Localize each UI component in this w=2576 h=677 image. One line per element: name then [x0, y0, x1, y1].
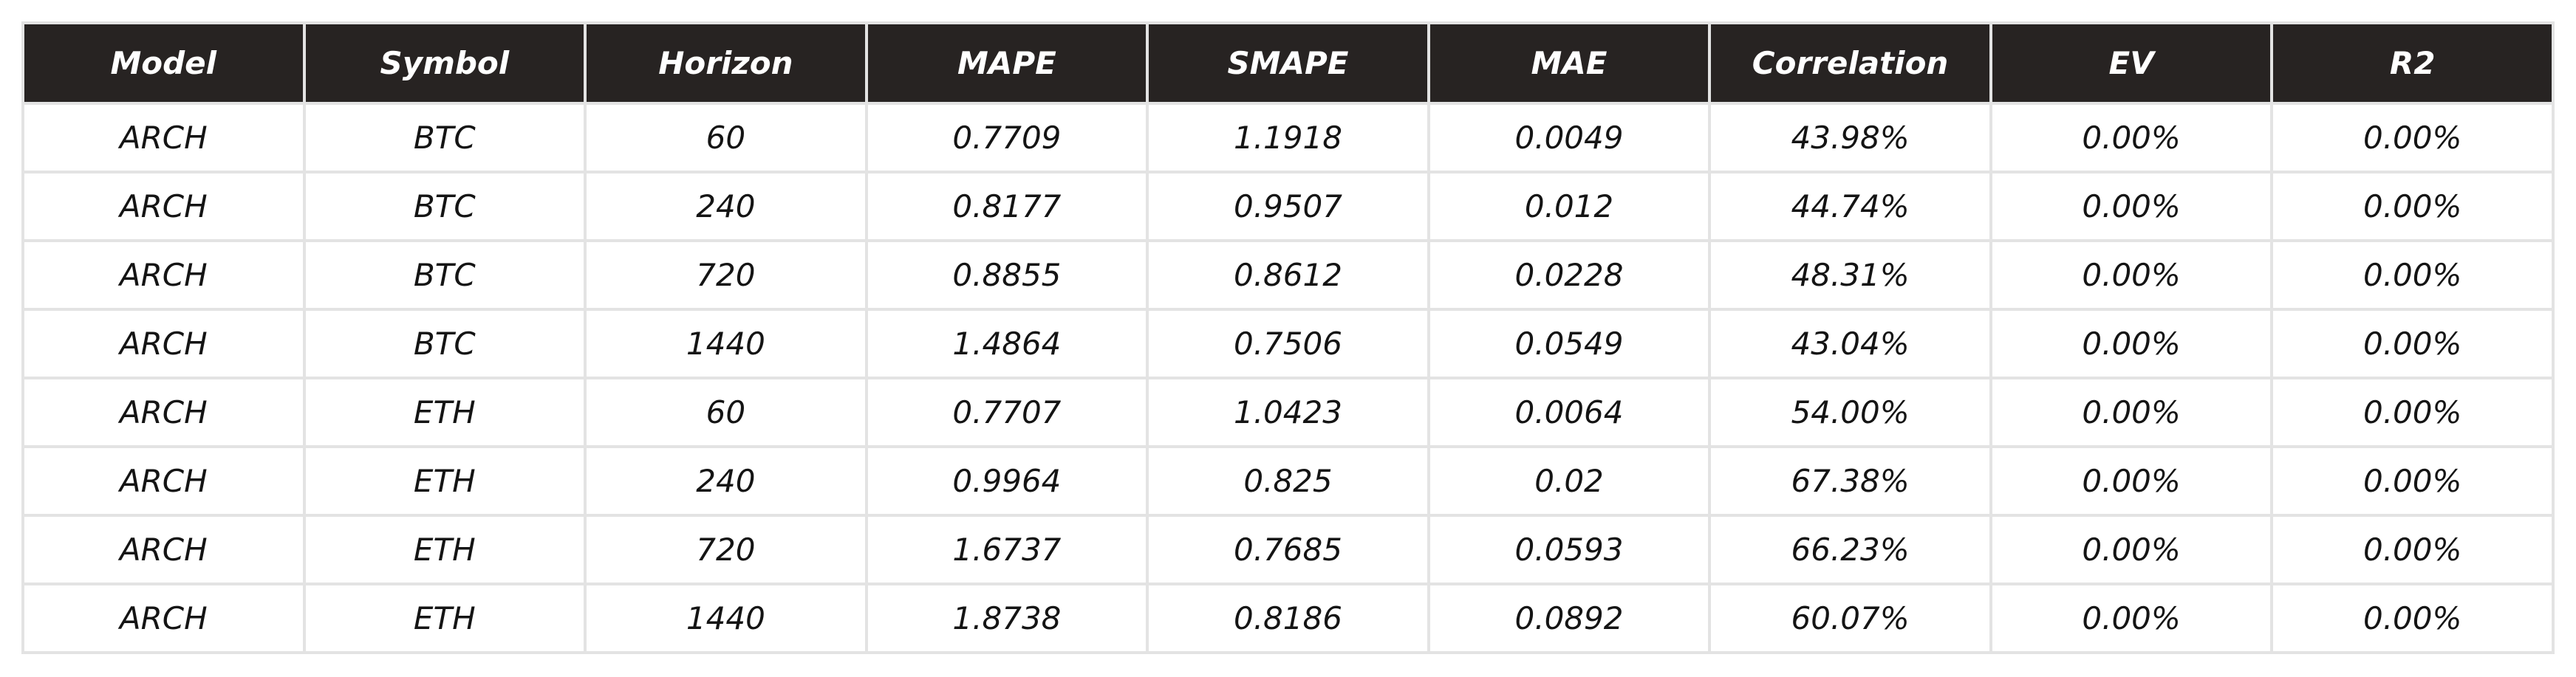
- table-cell-r2: 0.00%: [2270, 377, 2555, 448]
- table-cell-model: ARCH: [21, 377, 306, 448]
- column-header-correlation: Correlation: [1708, 21, 1992, 105]
- table-cell-horizon: 60: [584, 102, 868, 173]
- table-body: ARCH BTC 60 0.7709 1.1918 0.0049 43.98% 0.00% 0.…: [21, 102, 2555, 654]
- table-cell-correlation: 44.74%: [1708, 171, 1992, 242]
- table-cell-mape: 0.9964: [864, 445, 1149, 517]
- table-cell-horizon: 240: [584, 445, 868, 517]
- table-cell-symbol: BTC: [302, 239, 587, 311]
- table-cell-symbol: ETH: [302, 377, 587, 448]
- table-row: ARCH BTC 1440 1.4864 0.7506 0.0549 43.04% 0.00%…: [21, 308, 2555, 379]
- table-cell-correlation: 48.31%: [1708, 239, 1992, 311]
- table-cell-r2: 0.00%: [2270, 102, 2555, 173]
- column-header-mae: MAE: [1427, 21, 1712, 105]
- table-cell-smape: 0.7685: [1146, 514, 1430, 585]
- table-cell-mape: 1.8738: [864, 583, 1149, 654]
- table-cell-r2: 0.00%: [2270, 171, 2555, 242]
- table-cell-mae: 0.0228: [1427, 239, 1712, 311]
- table-cell-ev: 0.00%: [1989, 239, 2274, 311]
- table-cell-symbol: ETH: [302, 514, 587, 585]
- table-cell-symbol: BTC: [302, 171, 587, 242]
- table-cell-symbol: ETH: [302, 445, 587, 517]
- table-cell-mape: 0.7709: [864, 102, 1149, 173]
- table-row: ARCH BTC 720 0.8855 0.8612 0.0228 48.31% 0.00% 0…: [21, 239, 2555, 311]
- table-cell-smape: 0.7506: [1146, 308, 1430, 379]
- table-cell-mae: 0.0593: [1427, 514, 1712, 585]
- table-cell-symbol: BTC: [302, 102, 587, 173]
- table-cell-correlation: 67.38%: [1708, 445, 1992, 517]
- table-cell-ev: 0.00%: [1989, 102, 2274, 173]
- table-row: ARCH ETH 1440 1.8738 0.8186 0.0892 60.07% 0.00%…: [21, 583, 2555, 654]
- table-cell-mape: 0.8855: [864, 239, 1149, 311]
- table-cell-model: ARCH: [21, 308, 306, 379]
- column-header-symbol: Symbol: [302, 21, 587, 105]
- table-cell-correlation: 60.07%: [1708, 583, 1992, 654]
- table-cell-horizon: 1440: [584, 308, 868, 379]
- table-cell-mae: 0.0892: [1427, 583, 1712, 654]
- column-header-r2: R2: [2270, 21, 2555, 105]
- table-cell-model: ARCH: [21, 102, 306, 173]
- table-cell-smape: 0.8186: [1146, 583, 1430, 654]
- table-row: ARCH BTC 240 0.8177 0.9507 0.012 44.74% 0.00% 0.…: [21, 171, 2555, 242]
- table-cell-model: ARCH: [21, 171, 306, 242]
- table-cell-mae: 0.012: [1427, 171, 1712, 242]
- table-cell-r2: 0.00%: [2270, 514, 2555, 585]
- table-cell-smape: 1.1918: [1146, 102, 1430, 173]
- table-cell-mape: 0.8177: [864, 171, 1149, 242]
- table-cell-smape: 1.0423: [1146, 377, 1430, 448]
- column-header-horizon: Horizon: [584, 21, 868, 105]
- metrics-table-container: Model Symbol Horizon MAPE SMAPE MAE Correlatio…: [21, 21, 2555, 654]
- table-row: ARCH BTC 60 0.7709 1.1918 0.0049 43.98% 0.00% 0.…: [21, 102, 2555, 173]
- table-cell-r2: 0.00%: [2270, 308, 2555, 379]
- table-cell-ev: 0.00%: [1989, 308, 2274, 379]
- table-cell-model: ARCH: [21, 514, 306, 585]
- table-cell-horizon: 240: [584, 171, 868, 242]
- table-cell-r2: 0.00%: [2270, 239, 2555, 311]
- table-cell-correlation: 54.00%: [1708, 377, 1992, 448]
- table-cell-mape: 1.6737: [864, 514, 1149, 585]
- table-cell-mae: 0.0064: [1427, 377, 1712, 448]
- metrics-table: Model Symbol Horizon MAPE SMAPE MAE Correlatio…: [21, 21, 2555, 654]
- table-cell-smape: 0.825: [1146, 445, 1430, 517]
- table-cell-correlation: 43.04%: [1708, 308, 1992, 379]
- table-cell-r2: 0.00%: [2270, 445, 2555, 517]
- table-cell-mape: 0.7707: [864, 377, 1149, 448]
- table-cell-horizon: 720: [584, 239, 868, 311]
- table-cell-horizon: 720: [584, 514, 868, 585]
- table-cell-correlation: 66.23%: [1708, 514, 1992, 585]
- table-cell-ev: 0.00%: [1989, 377, 2274, 448]
- table-cell-ev: 0.00%: [1989, 514, 2274, 585]
- column-header-model: Model: [21, 21, 306, 105]
- table-cell-mape: 1.4864: [864, 308, 1149, 379]
- table-cell-smape: 0.9507: [1146, 171, 1430, 242]
- table-row: ARCH ETH 240 0.9964 0.825 0.02 67.38% 0.00% 0.00…: [21, 445, 2555, 517]
- table-row: ARCH ETH 60 0.7707 1.0423 0.0064 54.00% 0.00% 0.…: [21, 377, 2555, 448]
- table-cell-correlation: 43.98%: [1708, 102, 1992, 173]
- column-header-smape: SMAPE: [1146, 21, 1430, 105]
- table-cell-symbol: ETH: [302, 583, 587, 654]
- column-header-ev: EV: [1989, 21, 2274, 105]
- table-cell-ev: 0.00%: [1989, 583, 2274, 654]
- table-cell-model: ARCH: [21, 445, 306, 517]
- table-header: Model Symbol Horizon MAPE SMAPE MAE Correlatio…: [21, 21, 2555, 105]
- table-cell-horizon: 60: [584, 377, 868, 448]
- table-cell-model: ARCH: [21, 583, 306, 654]
- table-cell-mae: 0.0049: [1427, 102, 1712, 173]
- table-cell-model: ARCH: [21, 239, 306, 311]
- table-cell-ev: 0.00%: [1989, 171, 2274, 242]
- header-row: Model Symbol Horizon MAPE SMAPE MAE Correlatio…: [21, 21, 2555, 105]
- table-cell-ev: 0.00%: [1989, 445, 2274, 517]
- table-cell-symbol: BTC: [302, 308, 587, 379]
- table-cell-smape: 0.8612: [1146, 239, 1430, 311]
- column-header-mape: MAPE: [864, 21, 1149, 105]
- table-cell-mae: 0.02: [1427, 445, 1712, 517]
- table-row: ARCH ETH 720 1.6737 0.7685 0.0593 66.23% 0.00% 0…: [21, 514, 2555, 585]
- table-cell-mae: 0.0549: [1427, 308, 1712, 379]
- table-cell-horizon: 1440: [584, 583, 868, 654]
- table-cell-r2: 0.00%: [2270, 583, 2555, 654]
